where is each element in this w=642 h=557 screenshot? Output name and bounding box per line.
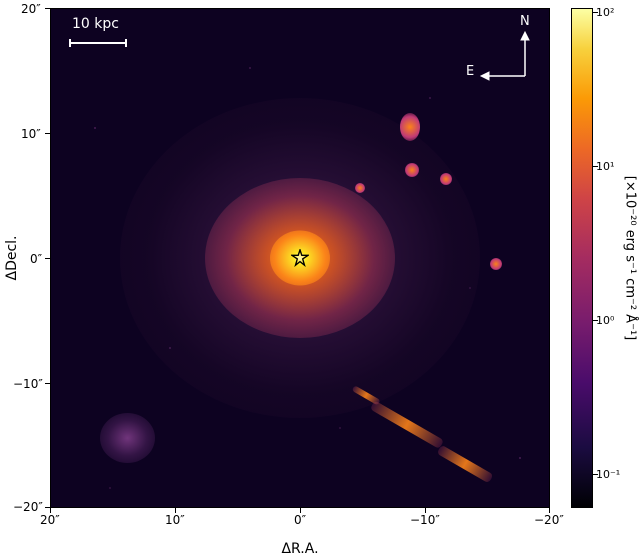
galaxy-core	[270, 231, 330, 286]
colorbar-tick: 10⁰	[596, 314, 614, 327]
x-tick-line	[300, 508, 301, 513]
y-tick-line	[45, 258, 50, 259]
companion-clump	[490, 258, 502, 270]
y-tick-line	[45, 507, 50, 508]
y-tick-line	[45, 8, 50, 9]
colorbar-tick-line	[593, 166, 598, 167]
compass-icon	[470, 26, 540, 86]
x-tick: 10″	[165, 513, 185, 527]
companion-clump	[405, 163, 419, 177]
lower-left-galaxy	[100, 413, 155, 463]
colorbar-label: [×10⁻²⁰ erg s⁻¹ cm⁻² Å⁻¹]	[623, 176, 638, 340]
y-tick-line	[45, 383, 50, 384]
colorbar-gradient	[571, 8, 593, 508]
colorbar-tick: 10²	[596, 6, 614, 19]
y-tick: −10″	[13, 377, 43, 391]
companion-clump	[355, 183, 365, 193]
y-tick: 20″	[21, 2, 41, 16]
scale-bar	[68, 36, 128, 50]
scale-bar-label: 10 kpc	[72, 16, 119, 32]
image-plot: 10 kpc N E	[50, 8, 550, 508]
companion-clump	[440, 173, 452, 185]
astronomical-image: 10 kpc N E	[50, 8, 550, 508]
colorbar	[571, 8, 593, 508]
figure: 10 kpc N E 20″ 10″ 0″ −10″ −20″ 20″ 10″ …	[0, 0, 642, 555]
colorbar-tick: 10¹	[596, 160, 614, 173]
compass-e-label: E	[466, 64, 474, 79]
x-tick: −20″	[534, 513, 564, 527]
x-tick: 0″	[294, 513, 306, 527]
y-tick: 10″	[21, 127, 41, 141]
x-tick-line	[425, 508, 426, 513]
y-tick: 0″	[30, 252, 42, 266]
compass-n-label: N	[520, 14, 530, 29]
x-tick-line	[175, 508, 176, 513]
x-tick: −10″	[410, 513, 440, 527]
y-tick: −20″	[13, 500, 43, 514]
colorbar-tick-line	[593, 12, 598, 13]
x-tick: 20″	[40, 513, 60, 527]
x-tick-line	[50, 508, 51, 513]
y-axis-label: ΔDecl.	[4, 235, 20, 280]
y-tick-line	[45, 133, 50, 134]
x-tick-line	[549, 508, 550, 513]
colorbar-tick: 10⁻¹	[596, 468, 620, 481]
colorbar-tick-line	[593, 474, 598, 475]
companion-clump	[400, 113, 420, 141]
colorbar-tick-line	[593, 320, 598, 321]
